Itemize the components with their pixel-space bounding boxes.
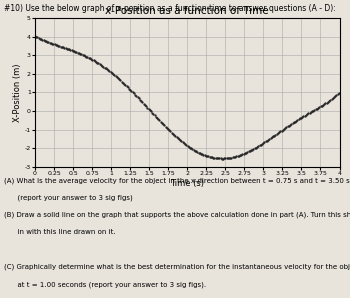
Text: in with this line drawn on it.: in with this line drawn on it. — [4, 229, 115, 235]
Text: at t = 1.00 seconds (report your answer to 3 sig figs).: at t = 1.00 seconds (report your answer … — [4, 281, 206, 288]
Text: (report your answer to 3 sig figs): (report your answer to 3 sig figs) — [4, 195, 132, 201]
Text: #10) Use the below graph of x-position as a function time to answer questions (A: #10) Use the below graph of x-position a… — [4, 4, 335, 13]
X-axis label: Time (s): Time (s) — [170, 179, 204, 188]
Text: (B) Draw a solid line on the graph that supports the above calculation done in p: (B) Draw a solid line on the graph that … — [4, 212, 350, 218]
Title: x-Position as a function of Time: x-Position as a function of Time — [105, 6, 269, 16]
Y-axis label: X-Position (m): X-Position (m) — [13, 63, 22, 122]
Text: (C) Graphically determine what is the best determination for the instantaneous v: (C) Graphically determine what is the be… — [4, 264, 350, 270]
Text: (A) What is the average velocity for the object in the x-direction between t = 0: (A) What is the average velocity for the… — [4, 177, 350, 184]
